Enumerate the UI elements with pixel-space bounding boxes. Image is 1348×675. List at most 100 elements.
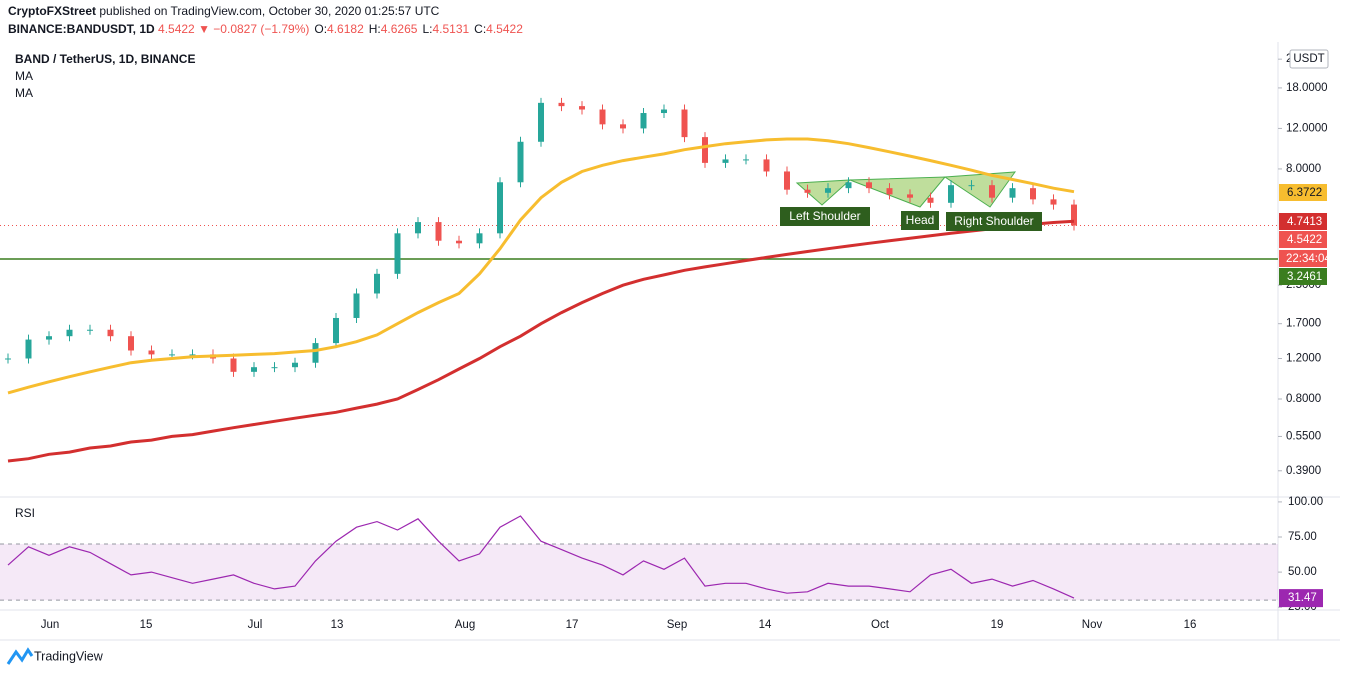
y-tick-label: 50.00 (1288, 566, 1317, 578)
candle-body (558, 102, 565, 107)
x-tick-label: Nov (1082, 619, 1103, 631)
candle-body (722, 159, 729, 163)
legend-entry: MA (15, 69, 33, 83)
support-label: 3.2461 (1287, 271, 1322, 283)
quote-line: BINANCE:BANDUSDT, 1D 4.5422 ▼ −0.0827 (−… (8, 22, 523, 36)
ma-line (7, 137, 1075, 395)
candle-body (661, 109, 667, 114)
y-tick-label: 18.0000 (1286, 82, 1328, 94)
header-line: CryptoFXStreet published on TradingView.… (8, 4, 440, 18)
candle-body (497, 182, 503, 234)
ohlc-value: 4.5131 (432, 22, 469, 36)
arrow: ▼ (198, 22, 210, 36)
candle-body (230, 358, 237, 372)
rsi-value-box (1279, 589, 1323, 608)
pattern-shape (849, 176, 947, 208)
currency-box (1289, 49, 1329, 69)
candle-body (927, 197, 934, 203)
candle-body (681, 109, 688, 138)
x-tick-label: Aug (455, 619, 475, 631)
y-tick-label: 0.3900 (1286, 465, 1321, 477)
footer: TradingView (6, 647, 104, 665)
logo (6, 647, 34, 665)
annotation: Right Shoulder (954, 214, 1033, 228)
candle-body (763, 159, 770, 172)
candle-body (415, 222, 421, 234)
candle-body (353, 293, 360, 318)
symbol: BINANCE:BANDUSDT, 1D (8, 22, 155, 36)
publisher: CryptoFXStreet (8, 4, 96, 18)
ohlc-value: 4.6182 (327, 22, 364, 36)
x-tick-label: 14 (759, 619, 772, 631)
countdown-box (1279, 250, 1327, 267)
change: −0.0827 (−1.79%) (213, 22, 309, 36)
candle-body (579, 106, 585, 110)
candle-body (251, 367, 257, 372)
candle-body (640, 113, 647, 129)
price-label: 4.7413 (1287, 216, 1322, 228)
currency: USDT (1293, 53, 1324, 65)
candle-body (107, 329, 114, 337)
price-label-box (1279, 213, 1327, 230)
published: published on TradingView.com, October 30… (99, 4, 439, 18)
candle-body (87, 329, 93, 331)
x-tick-label: 16 (1184, 619, 1197, 631)
rsi-band (0, 544, 1278, 601)
candle-body (333, 317, 339, 344)
candle-body (271, 367, 278, 369)
candle-body (989, 185, 995, 198)
annotation: Head (906, 213, 935, 227)
candle-body (538, 102, 544, 142)
candle-body (46, 336, 52, 340)
candle-body (866, 182, 872, 189)
x-tick-label: Jul (248, 619, 263, 631)
candle-body (845, 182, 852, 189)
candle-body (66, 329, 73, 337)
price-label-box (1279, 184, 1327, 201)
candle-body (886, 188, 893, 195)
candle-body (804, 189, 811, 193)
candle-body (25, 339, 32, 359)
candle-body (148, 350, 155, 355)
y-tick-label: 1.2000 (1286, 353, 1321, 365)
y-tick-label: 12.0000 (1286, 122, 1328, 134)
y-tick-label: 0.5500 (1286, 430, 1321, 442)
candle-body (968, 185, 975, 187)
candle-body (825, 188, 831, 193)
legend-entry: MA (15, 86, 33, 100)
x-tick-label: 15 (140, 619, 153, 631)
y-tick-label: 8.0000 (1286, 163, 1321, 175)
pattern (795, 171, 1017, 208)
candle-body (394, 233, 401, 274)
annotation: Left Shoulder (789, 209, 860, 223)
ohlc-value: 4.5422 (486, 22, 523, 36)
candle-body (702, 137, 708, 163)
candle-body (517, 141, 524, 183)
candle-body (907, 194, 913, 198)
rsi-value-label: 31.47 (1288, 592, 1317, 604)
candle-body (5, 358, 11, 360)
x-tick-label: Oct (871, 619, 890, 631)
candle-body (435, 222, 442, 241)
x-tick-label: Sep (667, 619, 687, 631)
candle-body (189, 354, 196, 356)
pattern-shape (943, 171, 1017, 208)
annotation-box (901, 211, 939, 230)
brand: TradingView (34, 649, 104, 663)
ohlc-key: O: (314, 22, 327, 36)
x-tick-label: 19 (991, 619, 1004, 631)
annotations: Left Shoulder Head Right Shoulder (780, 207, 1042, 231)
chart-title: BAND / TetherUS, 1D, BINANCE (15, 52, 195, 66)
rsi-title: RSI (15, 506, 35, 520)
last: 4.5422 (158, 22, 195, 36)
pattern-shape (795, 179, 852, 206)
support-label-box (1279, 268, 1327, 285)
annotation-box (946, 212, 1042, 231)
y-tick-label: 1.7000 (1286, 318, 1321, 330)
candle-body (456, 240, 462, 244)
candle-body (620, 124, 626, 129)
ohlc-value: 4.6265 (381, 22, 418, 36)
candle-body (169, 354, 175, 356)
